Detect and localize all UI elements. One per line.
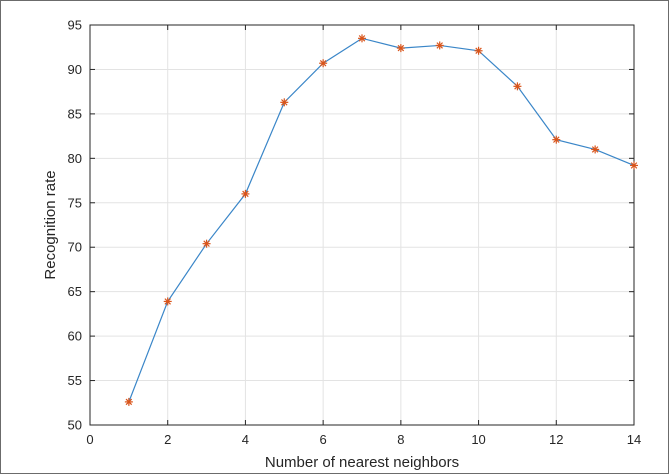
grid [89, 24, 635, 426]
data-point-marker [202, 239, 211, 248]
y-tick-label: 90 [68, 62, 82, 77]
x-tick-label: 2 [164, 432, 171, 447]
data-point-marker [474, 46, 483, 55]
data-point-marker [591, 145, 600, 154]
x-tick-label: 10 [471, 432, 485, 447]
data-point-marker [358, 34, 366, 43]
y-tick-label: 95 [68, 18, 82, 33]
data-point-marker [513, 82, 522, 91]
data-point-marker [552, 135, 561, 144]
data-point-marker [319, 59, 328, 68]
data-point-marker [280, 98, 289, 107]
x-tick-label: 8 [397, 432, 404, 447]
x-tick-label: 12 [549, 432, 563, 447]
y-tick-label: 55 [68, 373, 82, 388]
y-tick-label: 60 [68, 329, 82, 344]
x-tick-label: 4 [242, 432, 249, 447]
data-point-marker [163, 297, 172, 306]
axis-ticks: 0 2 4 6 8 10 12 14 50 55 60 65 70 75 80 85 90 95 [68, 18, 642, 448]
y-tick-label: 70 [68, 240, 82, 255]
x-tick-label: 14 [627, 432, 641, 447]
y-tick-label: 80 [68, 151, 82, 166]
y-tick-label: 65 [68, 284, 82, 299]
x-tick-label: 6 [320, 432, 327, 447]
y-tick-label: 85 [68, 106, 82, 121]
x-axis-label: Number of nearest neighbors [265, 454, 459, 471]
series-line [128, 37, 635, 403]
series [124, 34, 638, 406]
data-point-marker [435, 41, 444, 50]
data-point-marker [124, 397, 133, 406]
data-point-marker [630, 161, 638, 170]
y-tick-label: 50 [68, 418, 82, 433]
y-axis-label: Recognition rate [42, 170, 59, 279]
plot-area [89, 24, 635, 426]
data-point-marker [241, 189, 250, 198]
x-tick-label: 0 [86, 432, 93, 447]
y-tick-label: 75 [68, 195, 82, 210]
data-point-marker [396, 44, 405, 53]
